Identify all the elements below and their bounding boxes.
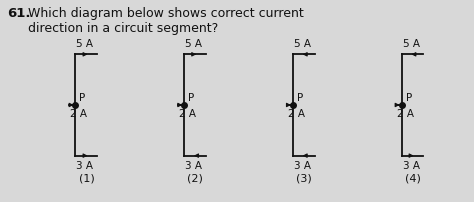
Text: (1): (1) bbox=[79, 174, 94, 183]
Text: P: P bbox=[188, 93, 194, 103]
Text: 5 A: 5 A bbox=[402, 39, 419, 49]
Text: 5 A: 5 A bbox=[294, 39, 311, 49]
Text: (4): (4) bbox=[404, 174, 420, 183]
Text: 5 A: 5 A bbox=[76, 39, 93, 49]
Text: (3): (3) bbox=[296, 174, 312, 183]
Text: 2 A: 2 A bbox=[397, 109, 413, 119]
Text: P: P bbox=[297, 93, 303, 103]
Text: P: P bbox=[405, 93, 412, 103]
Text: 3 A: 3 A bbox=[76, 161, 93, 170]
Text: 3 A: 3 A bbox=[294, 161, 311, 170]
Text: 2 A: 2 A bbox=[71, 109, 88, 119]
Text: 2 A: 2 A bbox=[288, 109, 305, 119]
Text: (2): (2) bbox=[187, 174, 203, 183]
Text: 61.: 61. bbox=[7, 7, 30, 20]
Text: P: P bbox=[80, 93, 86, 103]
Text: 2 A: 2 A bbox=[179, 109, 196, 119]
Text: Which diagram below shows correct current
direction in a circuit segment?: Which diagram below shows correct curren… bbox=[27, 7, 303, 35]
Text: 5 A: 5 A bbox=[185, 39, 202, 49]
Text: 3 A: 3 A bbox=[402, 161, 419, 170]
Text: 3 A: 3 A bbox=[185, 161, 202, 170]
